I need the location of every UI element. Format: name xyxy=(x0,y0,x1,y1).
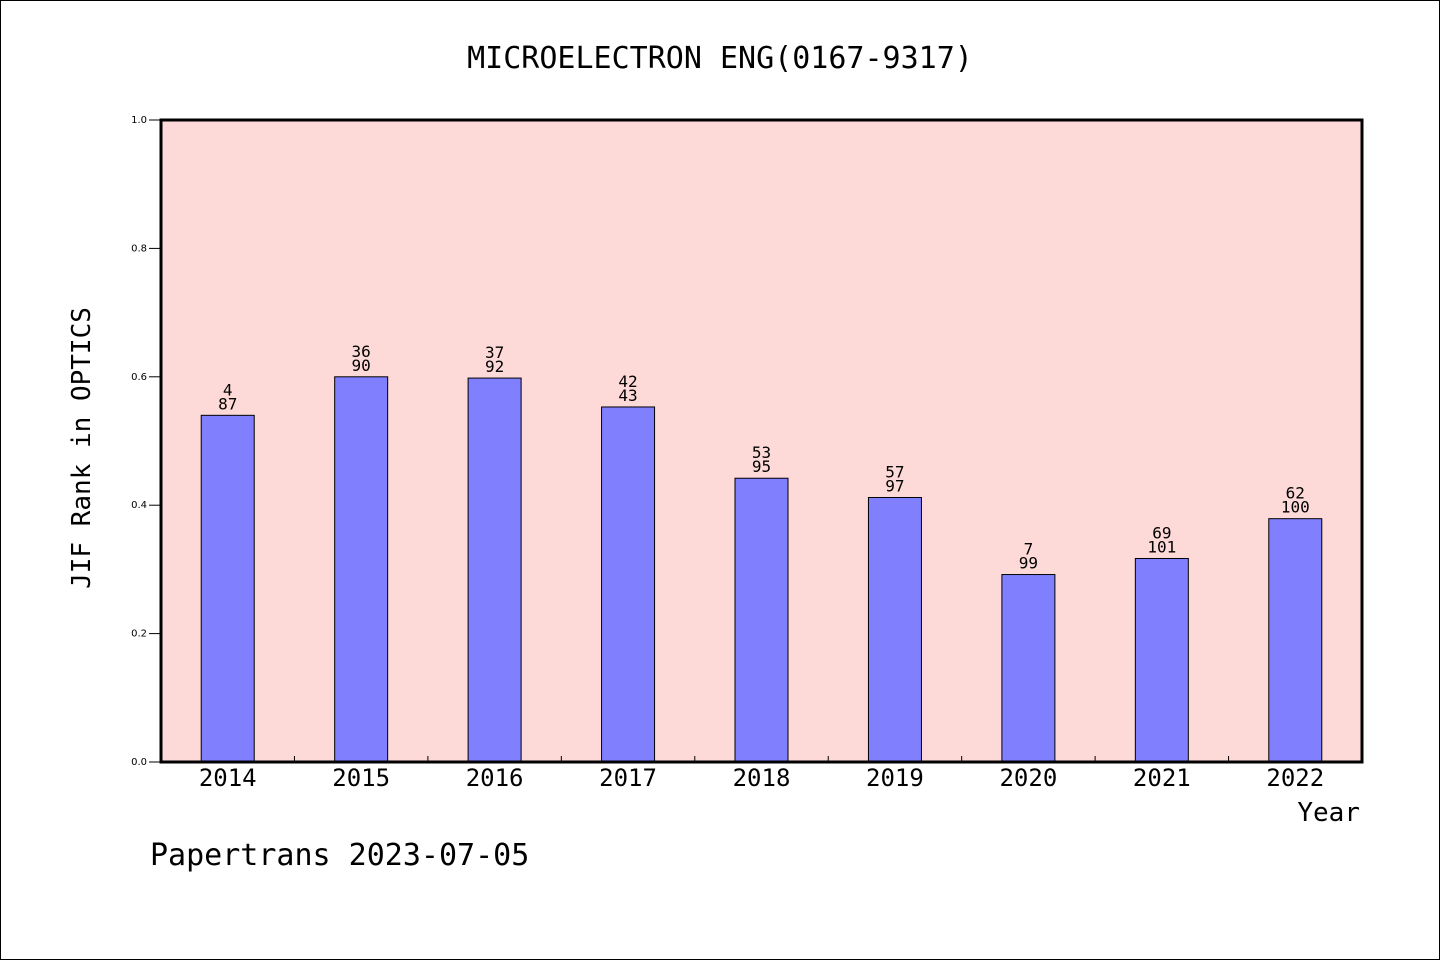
bar-label-bottom: 43 xyxy=(618,386,637,405)
y-tick-label: 1.0 xyxy=(131,115,147,126)
bar-label-bottom: 101 xyxy=(1147,537,1176,556)
x-tick-label: 2018 xyxy=(733,764,791,792)
x-axis-title: Year xyxy=(1297,798,1360,828)
bar-2017 xyxy=(601,406,656,763)
x-tick-label: 2021 xyxy=(1133,764,1191,792)
bar-label-top: 69 xyxy=(1152,523,1171,542)
y-tick-label: 0.6 xyxy=(131,372,147,383)
bar-2015 xyxy=(334,376,389,763)
bar-2020 xyxy=(1001,574,1056,763)
plot-border xyxy=(159,118,1364,764)
bar-label-top: 7 xyxy=(1024,540,1034,559)
bar-label-bottom: 99 xyxy=(1019,554,1038,573)
bar-label-top: 57 xyxy=(885,462,904,481)
axis-ticks: 2014 2015 2016 2017 2018 2019 2020 2021 2022 0.0 0… xyxy=(131,115,1324,792)
bar-label-top: 42 xyxy=(618,372,637,391)
y-axis-title: JIF Rank in OPTICS xyxy=(67,307,97,589)
bar-label-bottom: 90 xyxy=(352,356,371,375)
bar-label-bottom: 100 xyxy=(1281,498,1310,517)
bar-label-top: 62 xyxy=(1286,484,1305,503)
bar-2022 xyxy=(1268,518,1323,763)
bar-label-bottom: 92 xyxy=(485,357,504,376)
bar-2018 xyxy=(734,477,789,763)
y-tick-label: 0.8 xyxy=(131,243,147,254)
bar-label-bottom: 97 xyxy=(885,476,904,495)
bar-2019 xyxy=(867,496,922,763)
y-tick-label: 0.0 xyxy=(131,757,147,768)
bar-label-bottom: 95 xyxy=(752,457,771,476)
x-tick-label: 2020 xyxy=(999,764,1057,792)
x-tick-label: 2019 xyxy=(866,764,924,792)
x-tick-label: 2016 xyxy=(466,764,524,792)
chart-title: MICROELECTRON ENG(0167-9317) xyxy=(467,41,973,76)
bar-2021 xyxy=(1134,557,1189,763)
x-tick-label: 2022 xyxy=(1266,764,1324,792)
x-tick-label: 2015 xyxy=(332,764,390,792)
x-tick-label: 2017 xyxy=(599,764,657,792)
bar-2014 xyxy=(200,414,255,763)
bar-label-top: 36 xyxy=(352,342,371,361)
x-tick-label: 2014 xyxy=(199,764,257,792)
y-tick-label: 0.2 xyxy=(131,629,147,640)
bar-label-top: 37 xyxy=(485,343,504,362)
bar-label-top: 4 xyxy=(223,380,233,399)
footer-credit: Papertrans 2023-07-05 xyxy=(150,838,529,873)
bar-label-top: 53 xyxy=(752,443,771,462)
bar-label-bottom: 87 xyxy=(218,394,237,413)
y-tick-label: 0.4 xyxy=(131,500,147,511)
bar-2016 xyxy=(467,377,522,763)
